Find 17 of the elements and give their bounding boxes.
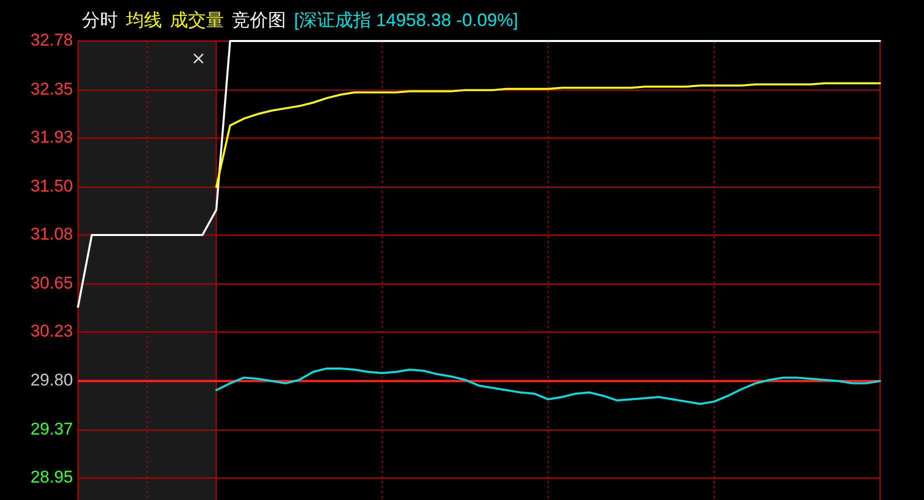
text: 成交量 [170,10,224,30]
y-tick-label: 31.93 [30,127,73,146]
y-tick-label: 30.23 [30,321,73,340]
y-tick-label: 29.37 [30,420,73,439]
y-tick-label: 32.78 [30,30,73,50]
y-tick-label: 30.65 [30,274,73,293]
y-tick-label: 31.50 [30,176,73,196]
line-series [215,367,881,405]
y-tick-label: 28.95 [30,467,73,486]
line-series [215,82,881,188]
text: 竞价图 [232,10,286,30]
y-tick-label: 31.08 [30,224,73,244]
y-tick-label: 32.35 [30,80,73,99]
y-tick-label: 29.80 [30,370,73,390]
text: 均线 [125,10,162,30]
text: [深证成指 14958.38 -0.09%] [294,10,518,30]
text: 分时 [82,10,118,30]
